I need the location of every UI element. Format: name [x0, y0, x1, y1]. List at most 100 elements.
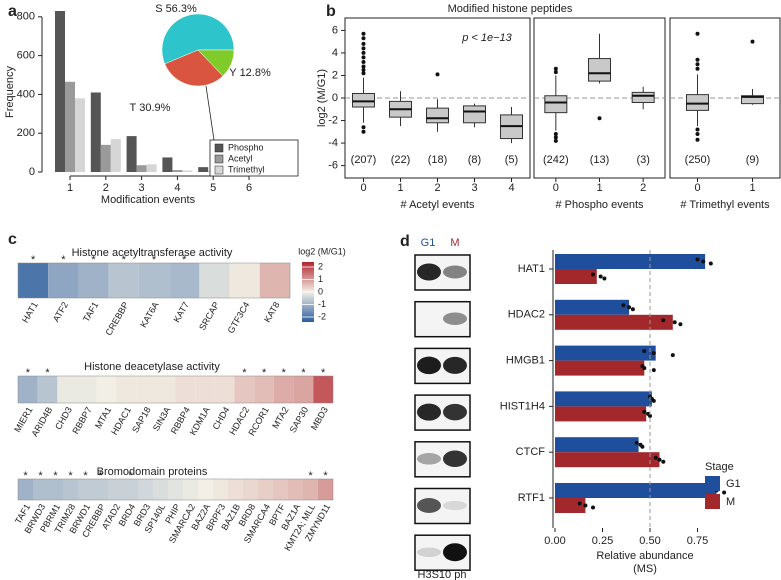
count-label: (18)	[428, 154, 448, 166]
x-tick-label: 0.75	[687, 535, 708, 547]
heatmap-label: CHD4	[211, 405, 232, 431]
blot-band	[417, 453, 441, 465]
heatmap-label: SAP30	[288, 405, 311, 434]
heatmap-cell	[155, 376, 176, 403]
replicate-point	[678, 322, 683, 327]
legend-key	[214, 154, 224, 164]
y-tick-label: 200	[17, 127, 35, 139]
significance-marker: *	[321, 367, 326, 379]
outlier	[361, 41, 366, 46]
blot-band	[443, 543, 467, 562]
heatmap-label: HAT1	[20, 300, 40, 324]
pie-label: S 56.3%	[155, 3, 197, 15]
bar	[555, 437, 639, 453]
bar	[555, 391, 652, 407]
replicate-point	[657, 457, 662, 462]
bar	[75, 98, 85, 172]
heatmap-label: SRCAP	[197, 300, 221, 332]
x-tick-label: 0.50	[639, 535, 660, 547]
heatmap-cell	[18, 263, 49, 298]
pie-value: 12.8%	[240, 67, 271, 79]
replicate-point	[602, 276, 607, 281]
connector	[205, 85, 215, 141]
outlier	[361, 71, 366, 76]
pie-slice	[197, 49, 235, 77]
blot-band	[443, 450, 467, 468]
y-tick-label: 400	[17, 88, 35, 100]
bar	[90, 92, 101, 172]
bar	[126, 136, 137, 172]
replicate-point	[695, 257, 700, 262]
replicate-point	[701, 259, 706, 264]
x-axis-title: # Trimethyl events	[680, 199, 770, 211]
bar	[555, 498, 586, 513]
outlier	[361, 59, 366, 64]
bar	[65, 81, 75, 172]
box	[463, 105, 486, 124]
count-label: (8)	[468, 154, 481, 166]
blot-band	[417, 403, 441, 421]
y-tick-label: -4	[328, 137, 338, 149]
outlier	[695, 66, 700, 71]
bar	[555, 314, 673, 330]
significance-marker: *	[323, 470, 328, 482]
y-axis-title: log2 (M/G1)	[316, 69, 328, 127]
outlier	[695, 62, 700, 67]
bar	[555, 406, 647, 422]
replicate-point	[577, 501, 582, 506]
replicate-point	[708, 261, 713, 266]
annotation: p < 1e−13	[461, 32, 512, 44]
category-label: HIST1H4	[500, 400, 545, 412]
replicate-point	[651, 398, 656, 403]
significance-marker: *	[152, 254, 157, 266]
outlier	[553, 135, 558, 140]
x-tick-label: 0	[694, 182, 700, 194]
category-label: RTF1	[518, 492, 545, 504]
y-tick-label: 4	[332, 47, 338, 59]
y-tick-label: 2	[332, 69, 338, 81]
heatmap-label: CHD3	[53, 405, 74, 431]
blot-band	[443, 312, 467, 325]
heatmap-cell	[214, 376, 235, 403]
heatmap-label: SAP18	[130, 405, 153, 434]
bar	[555, 360, 645, 376]
heatmap-cell	[108, 479, 123, 500]
heatmap-cell	[18, 376, 38, 403]
outlier	[553, 66, 558, 71]
x-axis-title: # Acetyl events	[401, 199, 475, 211]
heatmap-label: RBBP7	[70, 405, 93, 436]
category-label: HMGB1	[506, 355, 545, 367]
replicate-point	[591, 272, 595, 277]
x-axis-title: Relative abundance	[596, 550, 693, 562]
heatmap-cell	[198, 479, 213, 500]
heatmap-label: KAT8	[262, 300, 282, 324]
heatmap-frame	[17, 478, 334, 501]
heatmap-cell	[243, 479, 258, 500]
heatmap-frame	[17, 262, 291, 299]
box	[686, 94, 709, 111]
heatmap-label: MTA1	[93, 405, 113, 430]
y-tick-label: 6	[332, 24, 338, 36]
significance-marker: *	[242, 367, 247, 379]
heatmap-cell	[273, 479, 288, 500]
x-tick-label: 0	[360, 182, 366, 194]
panel-letter: b	[326, 3, 336, 20]
heatmap-label: CREBBP	[103, 300, 130, 337]
chart-title: Modified histone peptides	[448, 3, 573, 15]
outlier	[597, 116, 602, 121]
blot-band	[443, 265, 467, 279]
outlier	[553, 70, 558, 75]
blot-frame	[414, 300, 471, 338]
heatmap-label: KAT7	[171, 300, 191, 324]
x-tick-label: 4	[174, 182, 180, 194]
legend-label: Phospho	[228, 142, 264, 152]
outlier	[361, 50, 366, 55]
legend-label: G1	[726, 478, 741, 490]
y-axis-title: Frequency	[4, 66, 16, 118]
legend-label: M	[726, 496, 735, 508]
significance-marker: *	[182, 254, 187, 266]
replicate-point	[621, 303, 626, 308]
significance-marker: *	[38, 470, 43, 482]
heatmap-frame	[17, 375, 334, 404]
